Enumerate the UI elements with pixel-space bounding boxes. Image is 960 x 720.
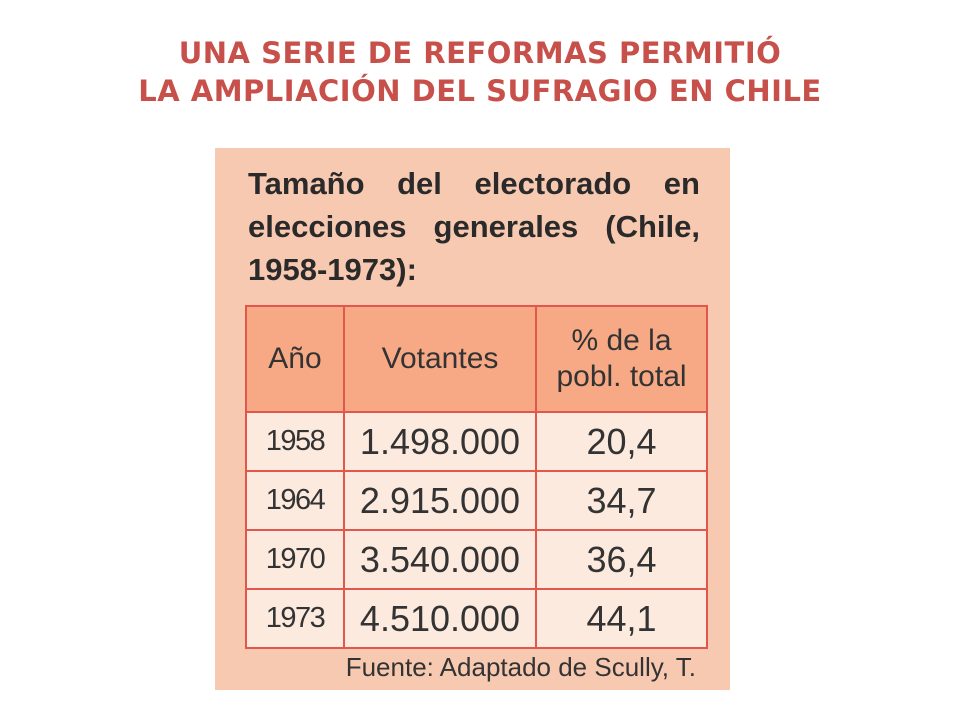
source-note: Fuente: Adaptado de Scully, T. xyxy=(345,652,696,682)
table-row: 1964 2.915.000 34,7 xyxy=(245,470,708,531)
table-row: 1970 3.540.000 36,4 xyxy=(245,529,708,590)
cell-year: 1958 xyxy=(245,411,345,472)
header-voters: Votantes xyxy=(343,305,537,413)
title-line-2: LA AMPLIACIÓN DEL SUFRAGIO EN CHILE xyxy=(138,74,822,108)
table-row: 1973 4.510.000 44,1 xyxy=(245,588,708,649)
cell-year: 1970 xyxy=(245,529,345,590)
cell-percent: 20,4 xyxy=(535,411,708,472)
cell-voters: 2.915.000 xyxy=(343,470,537,531)
cell-voters: 1.498.000 xyxy=(343,411,537,472)
cell-percent: 34,7 xyxy=(535,470,708,531)
table-heading: Tamaño del electorado en elecciones gene… xyxy=(248,166,700,287)
data-card: Tamaño del electorado en elecciones gene… xyxy=(215,148,730,690)
table-row: 1958 1.498.000 20,4 xyxy=(245,411,708,472)
cell-voters: 4.510.000 xyxy=(343,588,537,649)
table-header-row: Año Votantes % de la pobl. total xyxy=(245,305,708,413)
cell-percent: 44,1 xyxy=(535,588,708,649)
electorate-table: Año Votantes % de la pobl. total 1958 1.… xyxy=(245,305,708,649)
cell-voters: 3.540.000 xyxy=(343,529,537,590)
title-line-1: UNA SERIE DE REFORMAS PERMITIÓ xyxy=(178,36,782,70)
slide-title: UNA SERIE DE REFORMAS PERMITIÓ LA AMPLIA… xyxy=(0,34,960,110)
header-percent-population: % de la pobl. total xyxy=(535,305,708,413)
cell-year: 1973 xyxy=(245,588,345,649)
cell-year: 1964 xyxy=(245,470,345,531)
cell-percent: 36,4 xyxy=(535,529,708,590)
header-year: Año xyxy=(245,305,345,413)
